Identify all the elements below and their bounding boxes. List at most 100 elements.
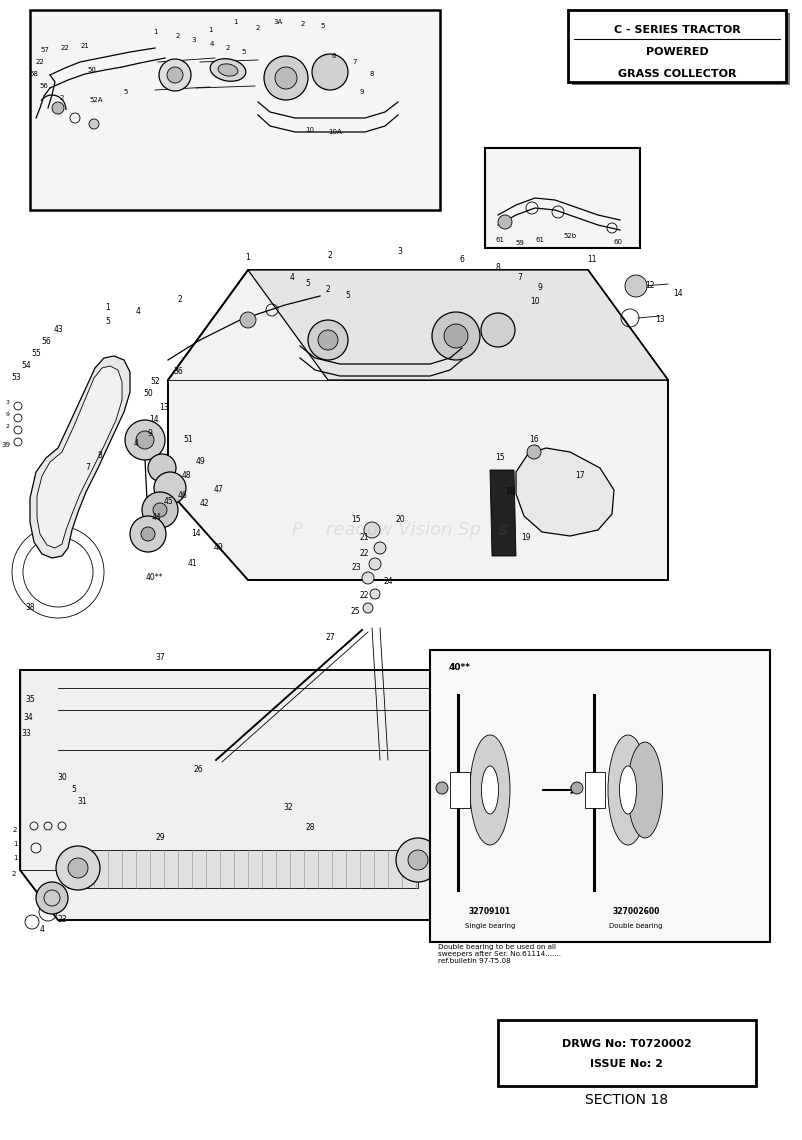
Text: 2: 2 bbox=[328, 251, 332, 260]
Text: 9: 9 bbox=[360, 89, 364, 95]
Text: 5: 5 bbox=[106, 318, 111, 326]
Bar bbox=[430, 650, 770, 942]
Text: 1: 1 bbox=[245, 253, 250, 262]
Text: 39: 39 bbox=[2, 442, 10, 448]
Text: 41: 41 bbox=[187, 560, 196, 569]
Circle shape bbox=[141, 527, 155, 542]
Text: 57: 57 bbox=[41, 47, 50, 52]
Text: 1: 1 bbox=[13, 855, 18, 861]
Text: 14: 14 bbox=[149, 415, 159, 424]
Text: 24: 24 bbox=[383, 578, 393, 586]
Text: 50: 50 bbox=[87, 67, 96, 73]
Bar bbox=[585, 772, 605, 808]
Text: 2: 2 bbox=[226, 44, 230, 51]
Polygon shape bbox=[490, 470, 516, 556]
Text: 32: 32 bbox=[283, 804, 293, 813]
Bar bbox=[450, 772, 470, 808]
Text: 3: 3 bbox=[192, 36, 196, 43]
Circle shape bbox=[264, 56, 308, 100]
Text: 2: 2 bbox=[450, 770, 455, 779]
Text: 47: 47 bbox=[213, 486, 223, 495]
Circle shape bbox=[369, 557, 381, 570]
Text: 22: 22 bbox=[61, 44, 70, 51]
Text: 52A: 52A bbox=[89, 97, 103, 103]
Text: 51: 51 bbox=[183, 435, 192, 445]
Text: 15: 15 bbox=[351, 515, 361, 524]
Text: 59: 59 bbox=[516, 241, 525, 246]
Text: 13: 13 bbox=[159, 404, 168, 413]
Circle shape bbox=[68, 858, 88, 878]
Circle shape bbox=[154, 472, 186, 504]
Text: 34: 34 bbox=[23, 714, 33, 723]
Text: 35: 35 bbox=[25, 695, 34, 705]
Text: 7: 7 bbox=[353, 59, 357, 65]
Ellipse shape bbox=[218, 64, 238, 76]
Circle shape bbox=[481, 314, 515, 347]
Text: 327002600: 327002600 bbox=[612, 907, 660, 917]
Text: GRASS COLLECTOR: GRASS COLLECTOR bbox=[618, 70, 736, 79]
Text: 1: 1 bbox=[106, 303, 111, 312]
Circle shape bbox=[435, 809, 445, 819]
Circle shape bbox=[36, 882, 68, 914]
Text: 45: 45 bbox=[163, 497, 173, 506]
Circle shape bbox=[125, 420, 165, 461]
Text: C - SERIES TRACTOR: C - SERIES TRACTOR bbox=[614, 25, 740, 35]
Text: 1: 1 bbox=[152, 28, 157, 35]
Circle shape bbox=[318, 329, 338, 350]
Text: 5: 5 bbox=[346, 292, 350, 301]
Text: 4: 4 bbox=[290, 274, 294, 283]
Circle shape bbox=[312, 54, 348, 90]
Polygon shape bbox=[30, 356, 130, 557]
Text: 10: 10 bbox=[530, 298, 540, 307]
Text: 14: 14 bbox=[673, 290, 683, 299]
Text: 12: 12 bbox=[646, 280, 654, 290]
Polygon shape bbox=[20, 670, 478, 920]
Bar bbox=[572, 13, 790, 86]
Circle shape bbox=[136, 431, 154, 449]
Text: 7: 7 bbox=[86, 464, 91, 472]
Text: 21: 21 bbox=[80, 43, 90, 49]
Circle shape bbox=[435, 791, 445, 801]
Text: 21: 21 bbox=[441, 817, 451, 826]
Circle shape bbox=[435, 755, 445, 765]
Text: 33: 33 bbox=[21, 730, 30, 739]
Text: 61: 61 bbox=[536, 237, 545, 243]
Text: 1: 1 bbox=[456, 751, 460, 760]
Text: 5: 5 bbox=[242, 49, 246, 55]
Circle shape bbox=[625, 275, 647, 298]
Polygon shape bbox=[248, 270, 668, 380]
Text: 23: 23 bbox=[351, 563, 361, 572]
Text: 22: 22 bbox=[35, 59, 44, 65]
Circle shape bbox=[571, 782, 583, 793]
Text: 8: 8 bbox=[496, 263, 500, 272]
Text: 1: 1 bbox=[233, 19, 237, 25]
Text: 36: 36 bbox=[173, 367, 183, 376]
Text: 53: 53 bbox=[11, 374, 21, 383]
Text: 50: 50 bbox=[143, 390, 153, 399]
Text: 49: 49 bbox=[213, 544, 223, 553]
Circle shape bbox=[275, 67, 297, 89]
Text: 4: 4 bbox=[210, 41, 214, 47]
Circle shape bbox=[396, 838, 440, 882]
Text: 2: 2 bbox=[60, 95, 64, 101]
Text: 60: 60 bbox=[614, 239, 622, 245]
Text: 55: 55 bbox=[31, 350, 41, 358]
Text: 58: 58 bbox=[30, 71, 38, 78]
Text: 43: 43 bbox=[53, 326, 63, 334]
Text: 49: 49 bbox=[195, 457, 205, 466]
Text: 9: 9 bbox=[148, 430, 152, 439]
Text: 10A: 10A bbox=[328, 129, 342, 135]
Text: 27: 27 bbox=[325, 634, 334, 643]
Text: 23: 23 bbox=[57, 915, 67, 925]
Circle shape bbox=[436, 782, 448, 793]
Circle shape bbox=[498, 215, 512, 229]
Text: 21: 21 bbox=[359, 532, 369, 541]
Circle shape bbox=[153, 503, 167, 518]
Text: 13: 13 bbox=[655, 316, 665, 325]
Text: 11: 11 bbox=[587, 255, 597, 264]
Text: P    readow Vision Sp   s: P readow Vision Sp s bbox=[292, 521, 508, 539]
Text: 19: 19 bbox=[521, 534, 531, 543]
Text: 2: 2 bbox=[12, 871, 16, 877]
Text: 25: 25 bbox=[350, 608, 360, 617]
Text: POWERED: POWERED bbox=[646, 47, 708, 57]
